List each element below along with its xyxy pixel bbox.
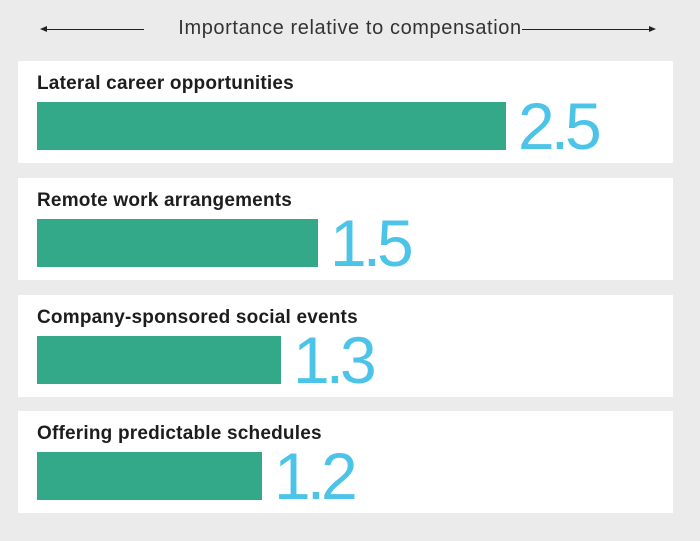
bar: [37, 452, 262, 500]
bar-panel: Company-sponsored social events 1.3: [18, 295, 673, 397]
bar: [37, 336, 281, 384]
category-label: Lateral career opportunities: [37, 73, 294, 94]
bar: [37, 102, 506, 150]
bar-panel: Remote work arrangements 1.5: [18, 178, 673, 280]
value-label: 2.5: [518, 89, 602, 163]
category-label: Remote work arrangements: [37, 190, 293, 211]
right-arrow-icon: [522, 26, 656, 32]
value-label: 1.3: [293, 323, 377, 397]
chart-header: Importance relative to compensation: [0, 0, 700, 58]
chart-title: Importance relative to compensation: [178, 17, 522, 39]
bar-panel: Lateral career opportunities 2.5: [18, 61, 673, 163]
category-label: Offering predictable schedules: [37, 423, 322, 444]
value-label: 1.5: [330, 206, 414, 280]
bar-panel: Offering predictable schedules 1.2: [18, 411, 673, 513]
value-label: 1.2: [274, 439, 358, 513]
category-label: Company-sponsored social events: [37, 307, 358, 328]
bar: [37, 219, 318, 267]
left-arrow-icon: [40, 26, 144, 32]
